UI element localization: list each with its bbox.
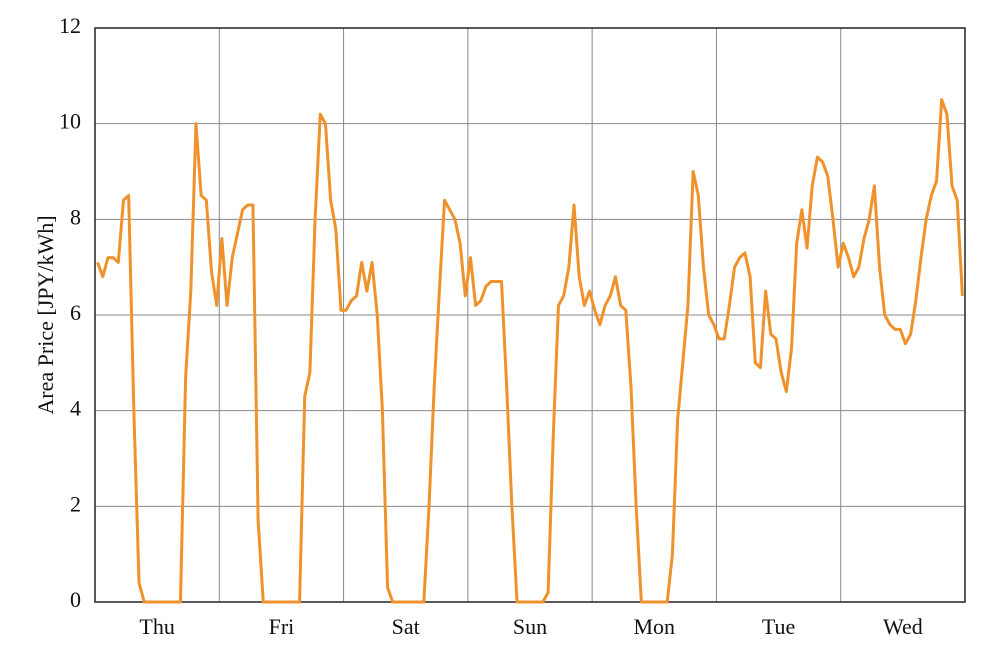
y-tick-label: 0 bbox=[70, 587, 81, 612]
price-line bbox=[96, 98, 964, 604]
x-tick-label: Mon bbox=[634, 614, 676, 639]
y-tick-label: 8 bbox=[70, 204, 81, 229]
y-tick-label: 2 bbox=[70, 491, 81, 516]
y-tick-label: 6 bbox=[70, 300, 81, 325]
y-tick-label: 12 bbox=[59, 13, 81, 38]
x-tick-label: Fri bbox=[269, 614, 295, 639]
x-tick-label: Sun bbox=[513, 614, 547, 639]
y-tick-label: 4 bbox=[70, 396, 81, 421]
x-tick-label: Thu bbox=[139, 614, 174, 639]
y-axis-label: Area Price [JPY/kWh] bbox=[33, 215, 58, 414]
x-tick-label: Wed bbox=[883, 614, 923, 639]
x-tick-label: Sat bbox=[392, 614, 420, 639]
y-tick-label: 10 bbox=[59, 109, 81, 134]
x-tick-label: Tue bbox=[762, 614, 795, 639]
